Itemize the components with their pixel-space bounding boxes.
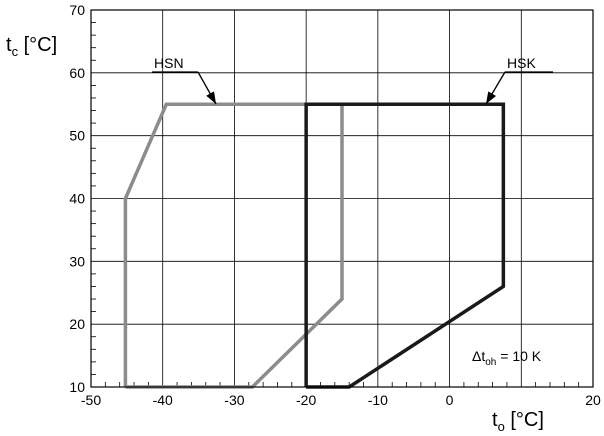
tick-labels: -50 -40 -30 -20 -10 0 20 10 20 30 40 50 60 70 <box>69 2 601 408</box>
x-tick-label: -10 <box>368 392 388 408</box>
x-tick-label: -30 <box>224 392 244 408</box>
y-axis-title: tc [°C] <box>6 34 57 59</box>
y-tick-label: 50 <box>69 128 85 144</box>
series-hsk-label: HSK <box>507 55 536 71</box>
series-layer <box>123 102 506 389</box>
plot-frame <box>90 9 594 388</box>
y-tick-label: 60 <box>69 65 85 81</box>
callout-arrowhead <box>486 91 496 104</box>
y-tick-label: 70 <box>69 2 85 18</box>
x-tick-label: 20 <box>585 392 601 408</box>
series-callouts: HSN HSK <box>152 55 553 105</box>
y-tick-label: 10 <box>69 379 85 395</box>
callout-arrowhead <box>206 91 216 104</box>
x-tick-label: 0 <box>446 392 454 408</box>
y-tick-label: 20 <box>69 316 85 332</box>
series-hsn-line <box>123 102 344 389</box>
y-tick-label: 40 <box>69 191 85 207</box>
minor-ticks <box>91 22 580 387</box>
series-hsn-label: HSN <box>154 55 184 71</box>
x-tick-label: -50 <box>81 392 101 408</box>
x-tick-label: -40 <box>153 392 173 408</box>
y-tick-label: 30 <box>69 253 85 269</box>
x-axis-title: to [°C] <box>492 409 544 434</box>
superheat-annotation: Δtoh = 10 K <box>472 348 542 368</box>
series-hsk-line <box>304 102 506 389</box>
x-tick-label: -20 <box>296 392 316 408</box>
